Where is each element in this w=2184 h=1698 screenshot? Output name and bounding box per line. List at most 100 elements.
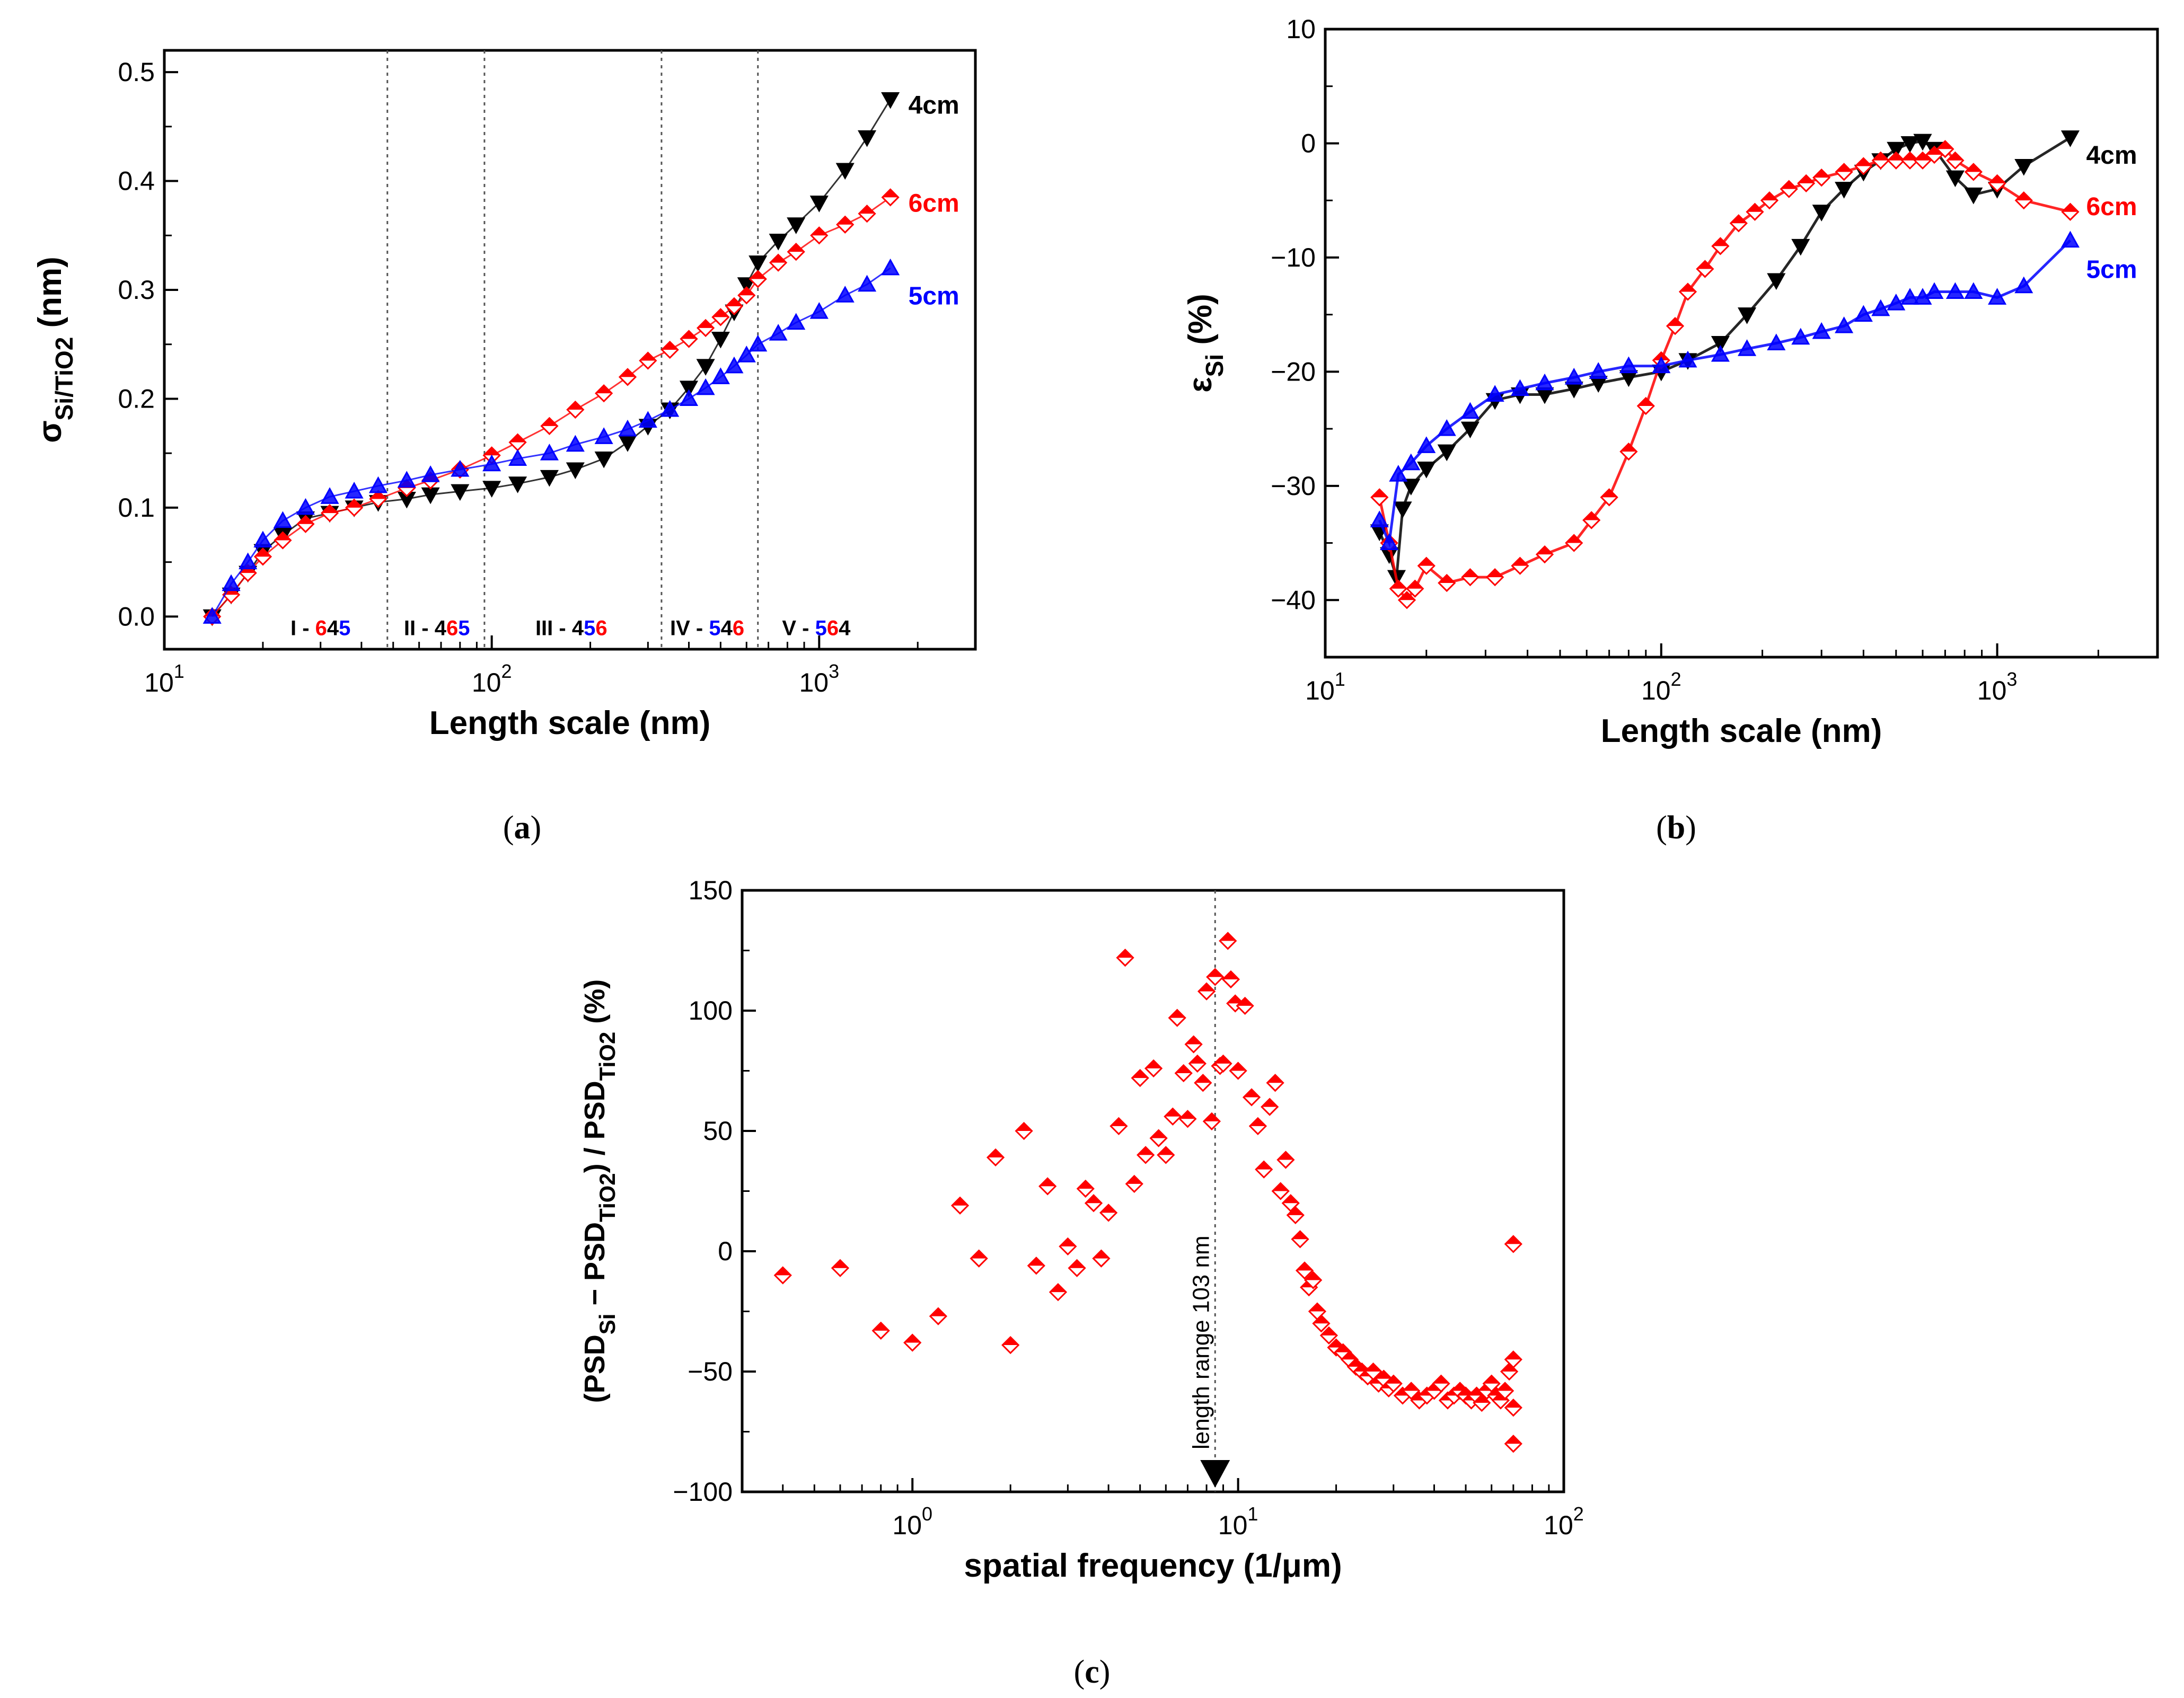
data-point-5cm: [1652, 356, 1671, 374]
data-point: [1084, 1194, 1103, 1213]
data-point-6cm-fill: [1781, 181, 1797, 189]
data-point-fill: [1195, 1075, 1211, 1083]
data-point-fill: [1505, 1400, 1521, 1408]
data-point-6cm-fill: [1762, 192, 1778, 201]
data-point-6cm-fill: [662, 342, 678, 350]
data-point-6cm-fill: [1487, 569, 1503, 578]
x-tick-base: 10: [892, 1510, 922, 1540]
data-point-6cm: [1600, 488, 1618, 507]
data-point-6cm: [1438, 573, 1456, 592]
data-point-fill: [1222, 971, 1239, 979]
data-point-6cm: [1486, 568, 1504, 587]
data-point-6cm-fill: [1937, 141, 1953, 149]
y-tick-label: 0.1: [118, 493, 155, 523]
data-point-6cm: [1913, 151, 1932, 170]
data-point-6cm-fill: [2062, 204, 2079, 212]
data-point-fill: [1249, 1118, 1266, 1126]
data-point: [1157, 1146, 1175, 1164]
data-point-6cm: [1854, 157, 1873, 175]
data-point-6cm-fill: [859, 206, 875, 214]
data-point-4cm: [2060, 130, 2080, 147]
data-point-fill: [1169, 1010, 1185, 1018]
data-point-6cm-fill: [1730, 215, 1747, 224]
data-point-5cm: [320, 487, 339, 504]
length-range-annotation: length range 103 nm: [1188, 1235, 1214, 1449]
data-point-fill: [1002, 1337, 1019, 1346]
data-point-6cm-fill: [1566, 535, 1582, 543]
data-point-4cm: [858, 130, 877, 147]
data-point: [1221, 970, 1240, 989]
data-point-fill: [1028, 1258, 1044, 1266]
data-point-fill: [1138, 1147, 1154, 1155]
y-label-sub: Si/TiO2: [50, 337, 78, 421]
region-label: I - 645: [290, 616, 350, 640]
region-label: II - 465: [404, 616, 470, 640]
data-point-5cm: [1389, 465, 1408, 482]
data-point: [1364, 1362, 1382, 1381]
data-point-4cm: [540, 470, 559, 487]
y-label-part: Si: [595, 1314, 620, 1335]
data-point-4cm: [1945, 170, 1965, 188]
data-point: [1229, 1062, 1247, 1080]
data-point-5cm: [737, 346, 756, 362]
x-tick-base: 10: [1641, 676, 1671, 705]
data-point-6cm: [769, 253, 788, 272]
data-point-6cm: [1370, 488, 1389, 507]
data-point: [1049, 1283, 1068, 1302]
y-label-part: − PSD: [579, 1222, 611, 1314]
data-point-5cm: [397, 471, 416, 488]
data-point: [1125, 1174, 1143, 1193]
x-tick-base: 10: [1544, 1510, 1573, 1540]
data-point-4cm: [737, 277, 756, 294]
data-point-5cm: [748, 334, 768, 352]
data-point-6cm: [345, 498, 364, 517]
data-point-fill: [1203, 1113, 1220, 1121]
data-point-6cm: [320, 504, 339, 523]
data-point-6cm-fill: [2015, 192, 2032, 201]
data-point: [1015, 1121, 1033, 1140]
data-point-fill: [1483, 1375, 1500, 1384]
data-point-fill: [1313, 1315, 1329, 1324]
data-point-fill: [1505, 1436, 1521, 1444]
data-point-6cm-fill: [1418, 558, 1434, 566]
data-point-5cm: [809, 302, 829, 319]
series-line-5cm: [1378, 239, 2072, 548]
series-label-4cm: 4cm: [909, 92, 959, 120]
data-point-4cm: [787, 217, 806, 234]
data-point-4cm: [482, 481, 501, 498]
data-point-fill: [988, 1149, 1004, 1157]
data-point-fill: [1215, 1055, 1231, 1064]
data-point-fill: [873, 1322, 889, 1331]
data-point: [1504, 1398, 1522, 1417]
x-tick-label: 100: [892, 1503, 932, 1540]
data-point: [1214, 1054, 1232, 1073]
series-line-5cm: [211, 267, 891, 617]
data-point-6cm: [1511, 556, 1529, 575]
data-point-5cm: [594, 427, 613, 444]
data-point-6cm: [711, 308, 730, 326]
data-point-6cm: [566, 400, 585, 419]
data-point-6cm-fill: [1583, 512, 1600, 520]
y-tick-label: 0.4: [118, 166, 155, 196]
data-point-5cm: [835, 286, 855, 303]
data-point-fill: [1207, 969, 1223, 977]
data-point-fill: [1297, 1262, 1313, 1271]
data-point-fill: [1376, 1370, 1392, 1379]
data-point-fill: [1158, 1147, 1174, 1155]
x-tick-label: 102: [472, 660, 512, 697]
data-point-6cm: [1619, 443, 1638, 461]
x-tick-exponent: 2: [1671, 668, 1681, 690]
data-point-6cm-fill: [541, 418, 558, 426]
region-label-part: 6: [446, 616, 458, 640]
x-tick-base: 10: [799, 668, 829, 697]
series-label-6cm: 6cm: [2086, 193, 2137, 221]
data-point-fill: [1016, 1123, 1032, 1131]
data-point-6cm: [787, 242, 805, 261]
data-point-6cm-fill: [1537, 546, 1553, 555]
data-point: [1504, 1435, 1522, 1453]
data-point-4cm: [809, 196, 829, 213]
data-point-6cm: [1389, 579, 1407, 598]
data-point-5cm: [1370, 510, 1389, 527]
y-tick-label: 0.0: [118, 602, 155, 631]
